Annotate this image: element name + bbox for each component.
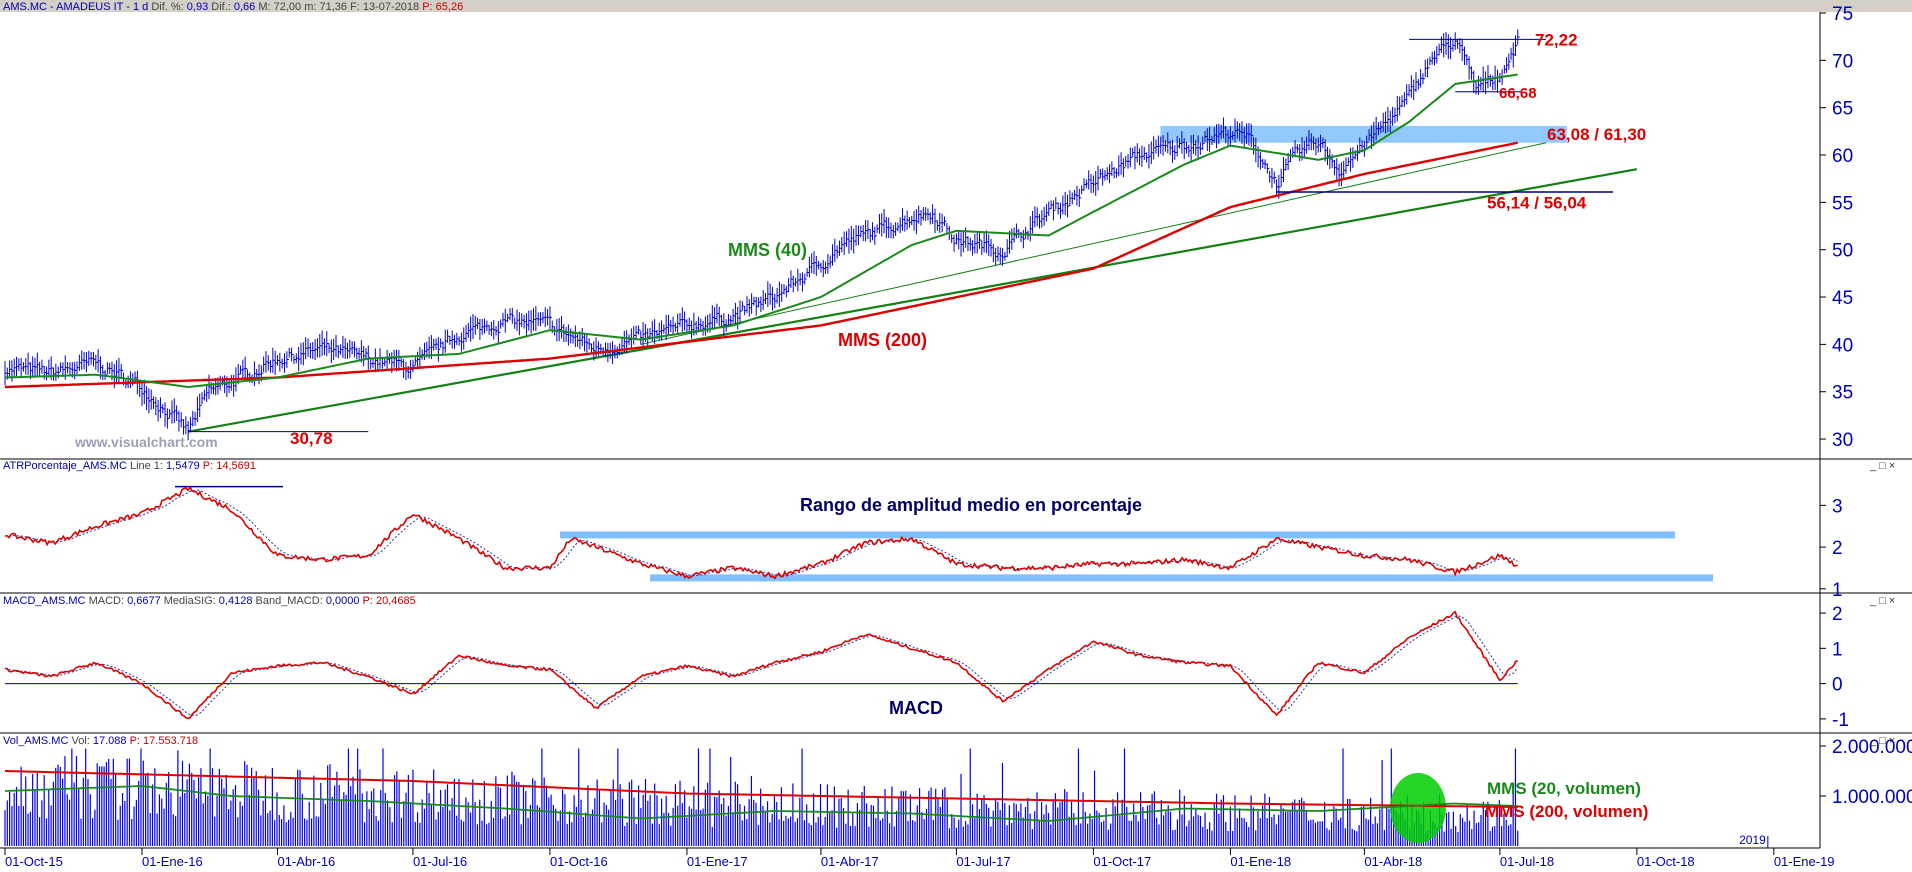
atr-band-lower [650,574,1713,582]
time-tick-label: 01-Abr-17 [821,854,879,867]
volume-tick-label: 2.000.000 [1832,737,1912,758]
mms40-annotation: MMS (40) [728,240,807,260]
price-tick-label: 65 [1832,99,1853,120]
price-tick-label: 55 [1832,193,1853,214]
time-tick-label: 01-Abr-16 [277,854,335,867]
volume-mms20-annotation: MMS (20, volumen) [1487,779,1641,798]
price-tick-label: 70 [1832,51,1853,72]
level-56-label: 56,14 / 56,04 [1487,193,1587,212]
volume-mms20-line [4,785,1518,822]
watermark: www.visualchart.com [74,434,218,450]
macd-tick-label: 0 [1832,675,1843,696]
macd-header-text: MACD_AMS.MC MACD: 0,6677 MediaSIG: 0,412… [3,595,416,607]
vol-window-controls: _ □ × [1869,735,1895,747]
macd-annotation: MACD [889,698,943,718]
macd-line [5,610,1518,720]
resistance-zone [1160,125,1567,143]
volume-highlight [1390,773,1446,843]
atr-tick-label: 1 [1832,580,1843,601]
macd-tick-label: -1 [1832,710,1849,731]
atr-tick-label: 2 [1832,538,1843,559]
mms40-line [4,73,1518,389]
volume-bars [4,748,1519,846]
time-tick-label: 01-Ene-19 [1774,854,1835,867]
header-bar-background [0,0,1912,12]
volume-mms200-annotation: MMS (200, volumen) [1485,802,1648,821]
atr-line [4,485,1518,580]
time-tick-label: 01-Ene-16 [142,854,203,867]
time-tick-label: 01-Abr-18 [1364,854,1422,867]
price-tick-label: 30 [1832,430,1853,451]
trendline-1 [187,168,1638,433]
time-tick-label: 01-Ene-18 [1230,854,1291,867]
year-marker: 2019 [1739,833,1766,847]
volume-tick-label: 1.000.000 [1832,787,1912,808]
level-63-label: 63,08 / 61,30 [1547,125,1646,144]
time-tick-label: 01-Jul-16 [413,854,467,867]
atr-tick-label: 3 [1832,496,1843,517]
time-tick-label: 01-Oct-17 [1093,854,1151,867]
atr-header-text: ATRPorcentaje_AMS.MC Line 1: 1,5479 P: 1… [3,460,256,472]
price-tick-label: 60 [1832,146,1853,167]
time-tick-label: 01-Oct-16 [550,854,608,867]
level-30-label: 30,78 [290,429,333,448]
price-tick-label: 75 [1832,4,1853,25]
atr-window-controls: _ □ × [1869,460,1895,472]
time-tick-label: 01-Ene-17 [687,854,748,867]
time-tick-label: 01-Jul-17 [956,854,1010,867]
price-tick-label: 50 [1832,241,1853,262]
volume-mms200-line [4,770,1518,808]
price-tick-label: 35 [1832,383,1853,404]
time-tick-label: 01-Oct-15 [5,854,63,867]
macd-tick-label: 1 [1832,639,1843,660]
atr-annotation: Rango de amplitud medio en porcentaje [800,495,1142,515]
time-tick-label: 01-Jul-18 [1500,854,1554,867]
time-tick-label: 01-Oct-18 [1637,854,1695,867]
volume-header-text: Vol_AMS.MC Vol: 17.088 P: 17.553.718 [3,735,198,747]
price-tick-label: 45 [1832,288,1853,309]
macd-signal-line [5,615,1519,716]
level-66-label: 66,68 [1499,85,1537,102]
mms200-annotation: MMS (200) [838,330,927,350]
price-tick-label: 40 [1832,335,1853,356]
atr-band-upper [560,531,1675,539]
mms200-line [4,141,1518,389]
trendline-2 [640,142,1547,345]
macd-tick-label: 2 [1832,604,1843,625]
level-72-label: 72,22 [1535,30,1578,49]
macd-window-controls: _ □ × [1869,595,1895,607]
main-header-text: AMS.MC - AMADEUS IT - 1 d Dif. %: 0,93 D… [3,1,463,13]
